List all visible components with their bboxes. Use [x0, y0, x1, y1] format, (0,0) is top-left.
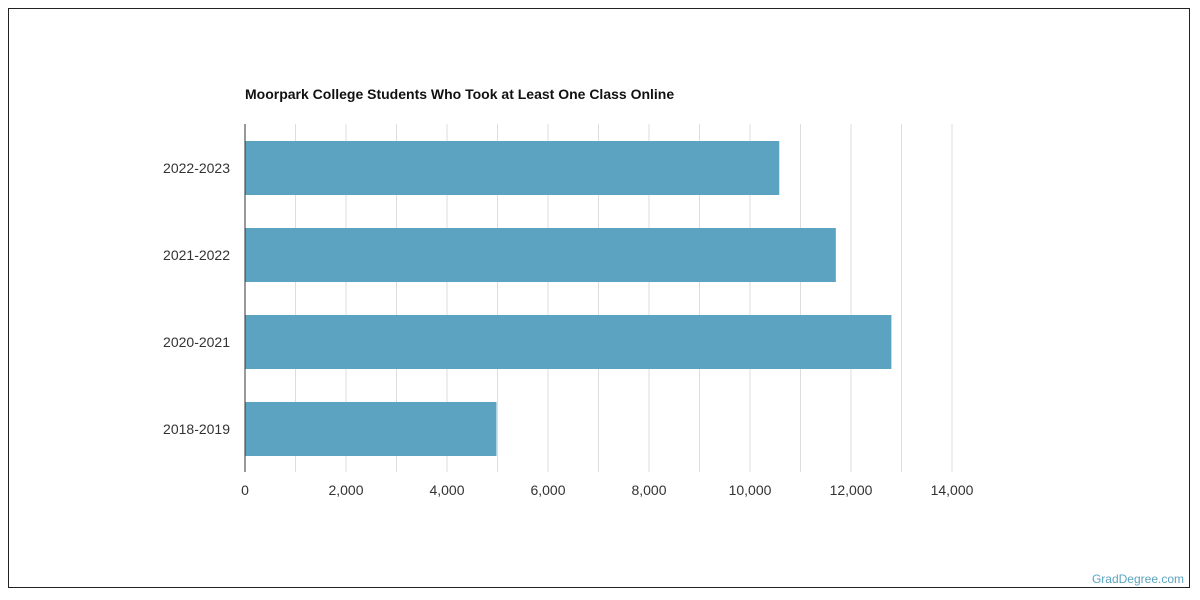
x-tick-label: 10,000 [729, 482, 772, 498]
labels: 2022-2023 2021-2022 2020-2021 2018-2019 0 2,0… [163, 160, 974, 498]
x-tick-label: 2,000 [328, 482, 363, 498]
category-label: 2020-2021 [163, 334, 230, 350]
category-label: 2022-2023 [163, 160, 230, 176]
bar-2021-2022 [245, 228, 836, 282]
bar-2022-2023 [245, 141, 780, 195]
x-tick-label: 0 [241, 482, 249, 498]
bar-2018-2019 [245, 402, 497, 456]
bars [245, 141, 892, 456]
category-label: 2018-2019 [163, 421, 230, 437]
chart-title: Moorpark College Students Who Took at Le… [245, 86, 674, 102]
x-tick-label: 4,000 [429, 482, 464, 498]
bar-2020-2021 [245, 315, 892, 369]
category-label: 2021-2022 [163, 247, 230, 263]
x-tick-label: 12,000 [830, 482, 873, 498]
watermark-link[interactable]: GradDegree.com [1091, 572, 1184, 586]
x-tick-label: 8,000 [631, 482, 666, 498]
x-tick-label: 14,000 [931, 482, 974, 498]
x-tick-label: 6,000 [530, 482, 565, 498]
